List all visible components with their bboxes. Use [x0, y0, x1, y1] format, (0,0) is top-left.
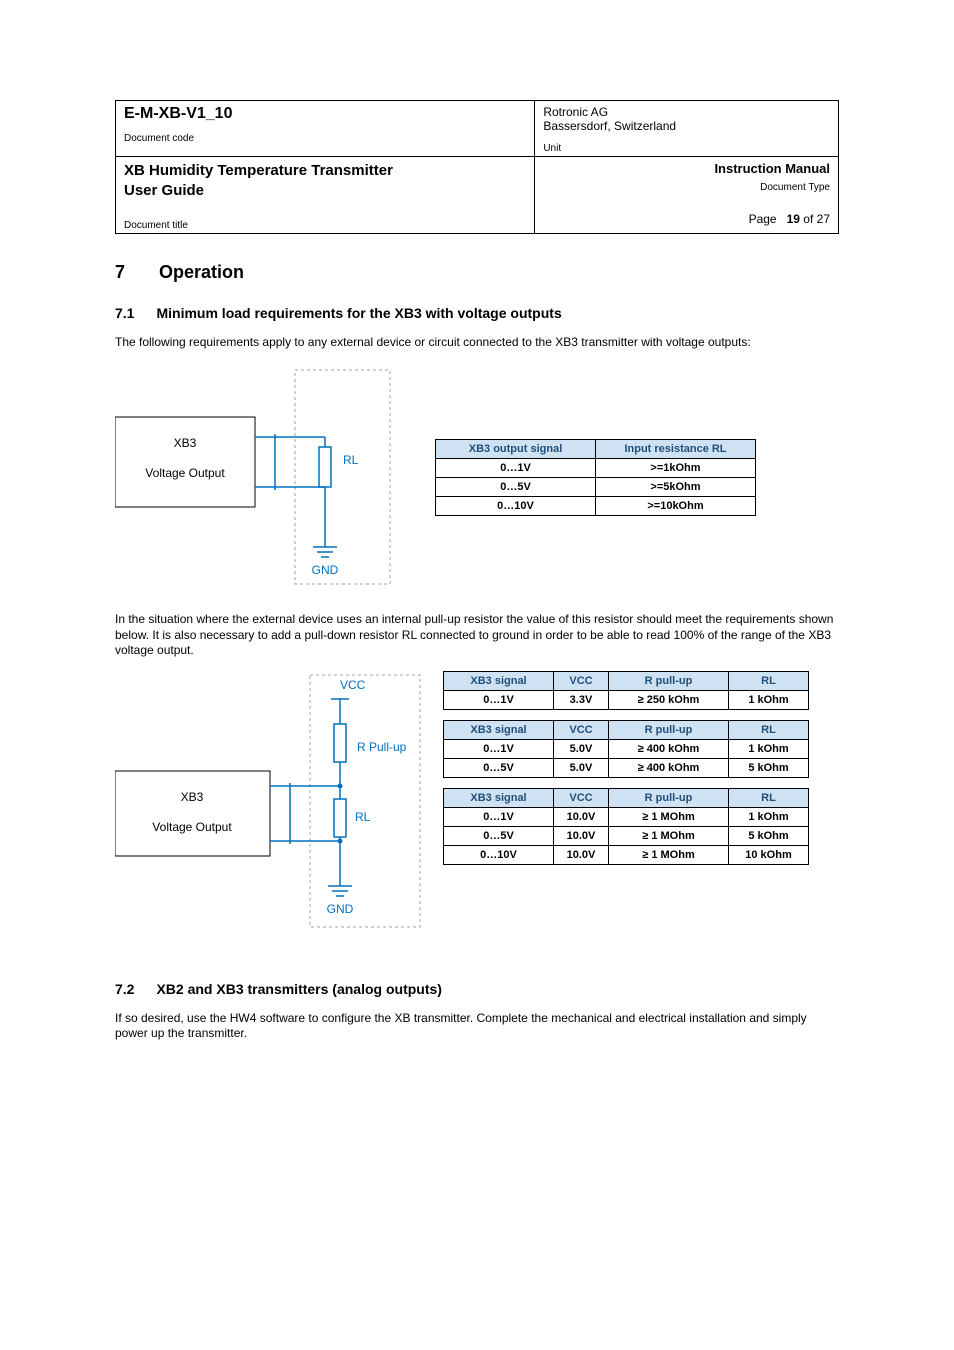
- section-number: 7: [115, 262, 125, 283]
- table-cell: 10.0V: [554, 845, 609, 864]
- pullup-table: XB3 signalVCCR pull-upRL 0…1V5.0V≥ 400 kO…: [443, 720, 809, 778]
- pullup-tables: XB3 signalVCCR pull-upRL0…1V3.3V≥ 250 kO…: [443, 671, 809, 865]
- table-header: R pull-up: [609, 671, 729, 690]
- table-cell: 0…5V: [444, 758, 554, 777]
- table-cell: ≥ 250 kOhm: [609, 690, 729, 709]
- table-cell: ≥ 400 kOhm: [609, 758, 729, 777]
- product-title1: XB Humidity Temperature Transmitter: [124, 161, 526, 181]
- voltage-output-diagram-1: XB3 Voltage Output RL GND: [115, 362, 395, 592]
- table-cell: ≥ 1 MOhm: [609, 845, 729, 864]
- doc-title-label: Document title: [124, 220, 526, 231]
- svg-text:GND: GND: [312, 563, 339, 577]
- sec72-body: If so desired, use the HW4 software to c…: [115, 1011, 839, 1042]
- svg-text:RL: RL: [343, 453, 359, 467]
- table-cell: 0…10V: [436, 496, 596, 515]
- table-header: VCC: [554, 671, 609, 690]
- table-cell: 0…1V: [444, 690, 554, 709]
- svg-text:XB3: XB3: [174, 436, 197, 450]
- table-cell: 1 kOhm: [729, 690, 809, 709]
- company-line2: Bassersdorf, Switzerland: [543, 119, 830, 133]
- table-header: XB3 output signal: [436, 439, 596, 458]
- subsection-number: 7.1: [115, 305, 134, 321]
- voltage-output-diagram-2: VCC R Pull-up XB3 Voltage Output RL: [115, 671, 425, 931]
- table-cell: 0…5V: [436, 477, 596, 496]
- input-resistance-table: XB3 output signalInput resistance RL0…1V…: [435, 439, 756, 516]
- table-cell: 10.0V: [554, 826, 609, 845]
- table-cell: 0…10V: [444, 845, 554, 864]
- table-header: RL: [729, 671, 809, 690]
- table-header: R pull-up: [609, 720, 729, 739]
- subsection-number: 7.2: [115, 981, 134, 997]
- table-cell: 0…5V: [444, 826, 554, 845]
- section-7-1-heading: 7.1 Minimum load requirements for the XB…: [115, 305, 839, 321]
- table-cell: ≥ 400 kOhm: [609, 739, 729, 758]
- table-cell: 1 kOhm: [729, 739, 809, 758]
- table-header: R pull-up: [609, 788, 729, 807]
- svg-text:VCC: VCC: [340, 678, 366, 692]
- company-line1: Rotronic AG: [543, 105, 830, 119]
- pullup-table: XB3 signalVCCR pull-upRL 0…1V10.0V≥ 1 MOh…: [443, 788, 809, 865]
- table-cell: 5 kOhm: [729, 826, 809, 845]
- mid-paragraph: In the situation where the external devi…: [115, 612, 839, 659]
- table-cell: 10.0V: [554, 807, 609, 826]
- table-header: RL: [729, 788, 809, 807]
- table-header: VCC: [554, 720, 609, 739]
- table-cell: 5.0V: [554, 758, 609, 777]
- table-cell: >=10kOhm: [596, 496, 756, 515]
- table-cell: 10 kOhm: [729, 845, 809, 864]
- table-header: Input resistance RL: [596, 439, 756, 458]
- table-header: XB3 signal: [444, 788, 554, 807]
- table-header: RL: [729, 720, 809, 739]
- table-cell: 0…1V: [444, 807, 554, 826]
- table-cell: 3.3V: [554, 690, 609, 709]
- pullup-table: XB3 signalVCCR pull-upRL 0…1V3.3V≥ 250 kO…: [443, 671, 809, 710]
- svg-text:RL: RL: [355, 810, 371, 824]
- svg-text:Voltage Output: Voltage Output: [145, 466, 225, 480]
- table-header: XB3 signal: [444, 671, 554, 690]
- table-cell: ≥ 1 MOhm: [609, 826, 729, 845]
- table-cell: >=1kOhm: [596, 458, 756, 477]
- intro-paragraph: The following requirements apply to any …: [115, 335, 839, 351]
- input-resistance-table: XB3 output signalInput resistance RL0…1V…: [435, 439, 756, 516]
- page-indicator: Page 19 of 27: [543, 212, 830, 226]
- table-cell: 5 kOhm: [729, 758, 809, 777]
- table-cell: ≥ 1 MOhm: [609, 807, 729, 826]
- table-cell: >=5kOhm: [596, 477, 756, 496]
- svg-text:Voltage Output: Voltage Output: [152, 820, 232, 834]
- section-7-2-heading: 7.2 XB2 and XB3 transmitters (analog out…: [115, 981, 839, 997]
- document-header-table: E-M-XB-V1_10 Document code Rotronic AG B…: [115, 100, 839, 234]
- table-header: XB3 signal: [444, 720, 554, 739]
- svg-text:GND: GND: [327, 902, 354, 916]
- doc-type-label: Document Type: [543, 182, 830, 193]
- svg-text:XB3: XB3: [181, 790, 204, 804]
- table-cell: 0…1V: [436, 458, 596, 477]
- table-cell: 0…1V: [444, 739, 554, 758]
- subsection-title: XB2 and XB3 transmitters (analog outputs…: [156, 981, 441, 997]
- section-title: Operation: [159, 262, 244, 283]
- table-header: VCC: [554, 788, 609, 807]
- section-7-heading: 7 Operation: [115, 262, 839, 283]
- doc-code-label: Document code: [124, 133, 526, 144]
- instruction-manual: Instruction Manual: [543, 161, 830, 176]
- subsection-title: Minimum load requirements for the XB3 wi…: [156, 305, 561, 321]
- table-cell: 1 kOhm: [729, 807, 809, 826]
- doc-code: E-M-XB-V1_10: [124, 105, 526, 123]
- product-title2: User Guide: [124, 181, 526, 201]
- table-cell: 5.0V: [554, 739, 609, 758]
- unit-label: Unit: [543, 143, 830, 154]
- svg-text:R Pull-up: R Pull-up: [357, 740, 407, 754]
